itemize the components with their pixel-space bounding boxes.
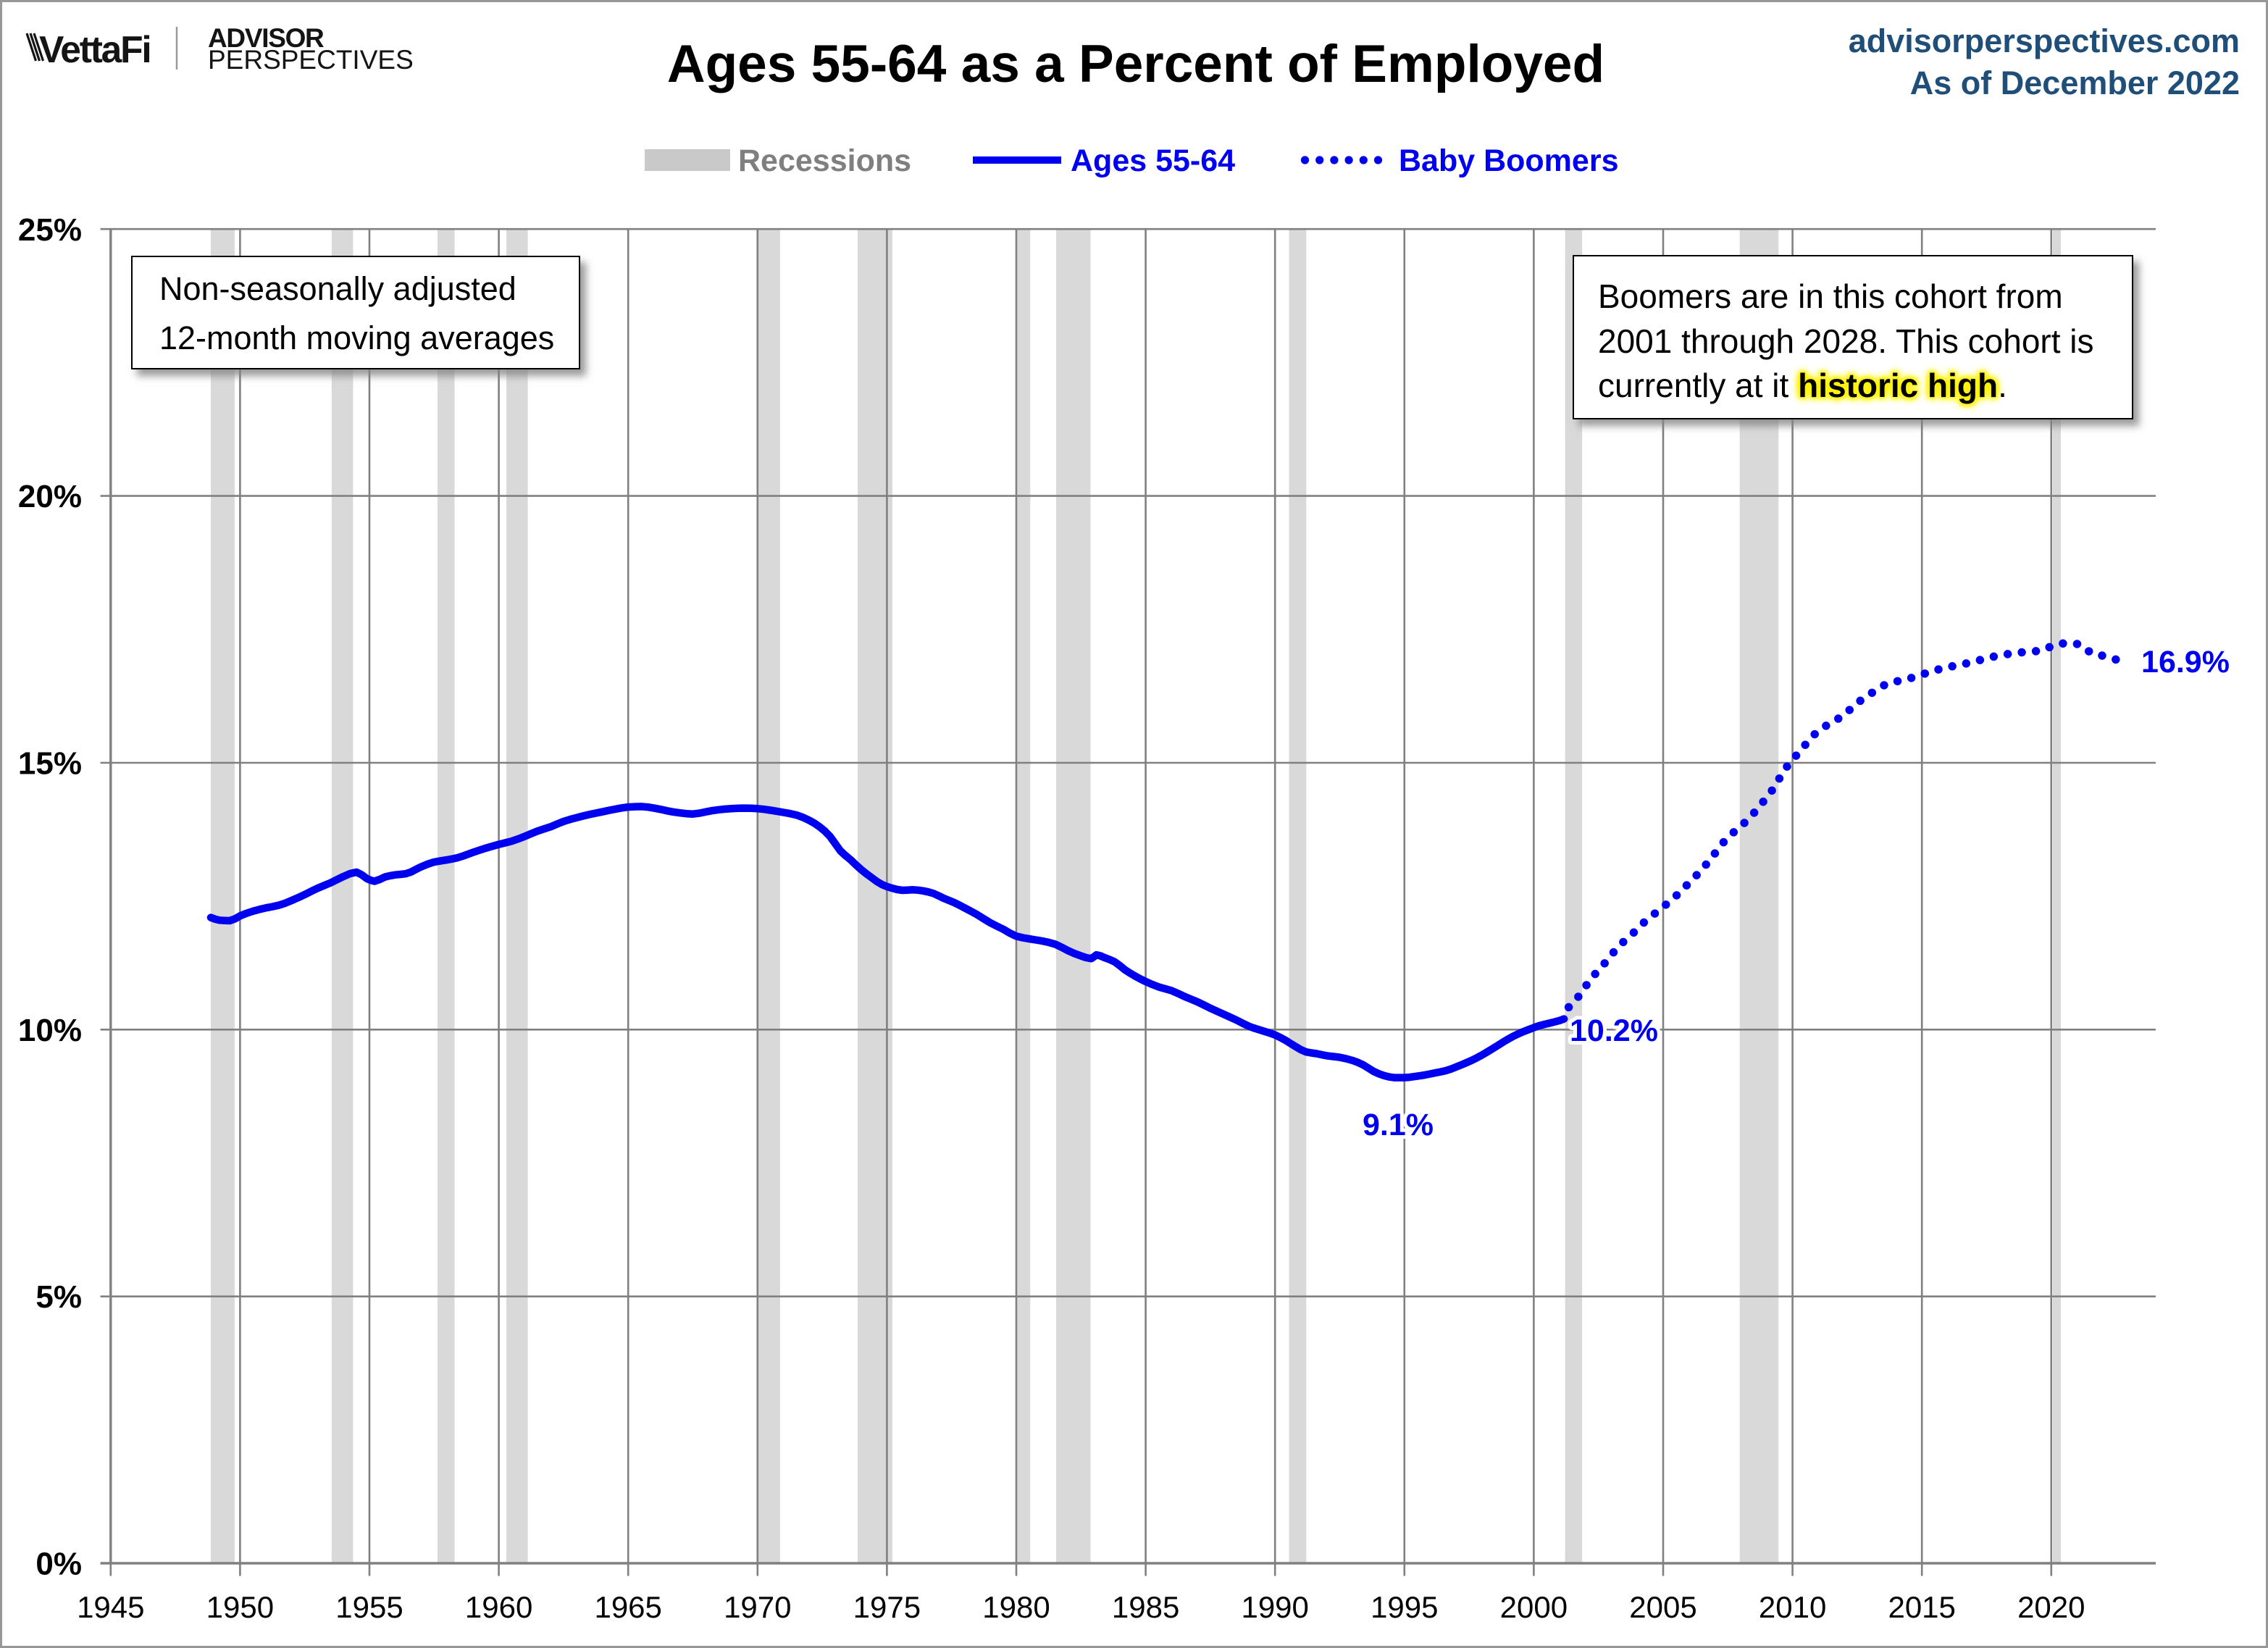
svg-text:1975: 1975: [853, 1590, 921, 1624]
svg-text:16.9%: 16.9%: [2141, 645, 2230, 679]
svg-text:20%: 20%: [18, 479, 82, 514]
svg-text:1955: 1955: [335, 1590, 403, 1624]
svg-text:1965: 1965: [594, 1590, 661, 1624]
svg-text:0%: 0%: [35, 1547, 82, 1582]
svg-text:1985: 1985: [1112, 1590, 1179, 1624]
svg-text:As of December 2022: As of December 2022: [1910, 64, 2240, 101]
svg-text:2010: 2010: [1759, 1590, 1826, 1624]
svg-text:2015: 2015: [1888, 1590, 1955, 1624]
svg-text:1960: 1960: [465, 1590, 532, 1624]
svg-text:1945: 1945: [77, 1590, 144, 1624]
svg-text:10%: 10%: [18, 1013, 82, 1048]
svg-text:5%: 5%: [35, 1279, 82, 1315]
svg-text:9.1%: 9.1%: [1363, 1108, 1434, 1142]
svg-text:1980: 1980: [982, 1590, 1050, 1624]
svg-text:10.2%: 10.2%: [1570, 1013, 1658, 1048]
svg-text:Recessions: Recessions: [738, 143, 911, 178]
svg-text:1990: 1990: [1241, 1590, 1308, 1624]
svg-text:ADVISOR: ADVISOR: [208, 23, 324, 53]
svg-text:25%: 25%: [18, 212, 82, 248]
svg-text:1995: 1995: [1371, 1590, 1438, 1624]
svg-text:2000: 2000: [1500, 1590, 1568, 1624]
svg-text:Baby Boomers: Baby Boomers: [1399, 143, 1618, 178]
svg-text:9.1%: 9.1%: [1363, 1108, 1434, 1142]
svg-text:1950: 1950: [206, 1590, 274, 1624]
svg-text:15%: 15%: [18, 746, 82, 782]
svg-text:16.9%: 16.9%: [2141, 645, 2230, 679]
svg-text:1970: 1970: [724, 1590, 791, 1624]
svg-text:2005: 2005: [1629, 1590, 1696, 1624]
svg-text:Ages 55-64: Ages 55-64: [1071, 143, 1235, 178]
svg-text:advisorperspectives.com: advisorperspectives.com: [1849, 22, 2240, 59]
svg-text:PERSPECTIVES: PERSPECTIVES: [208, 45, 414, 75]
svg-text:2020: 2020: [2017, 1590, 2085, 1624]
svg-text:10.2%: 10.2%: [1570, 1013, 1658, 1048]
svg-text:Ages 55-64 as a Percent of Emp: Ages 55-64 as a Percent of Employed: [667, 35, 1604, 93]
svg-text:VettaFi: VettaFi: [39, 28, 150, 70]
